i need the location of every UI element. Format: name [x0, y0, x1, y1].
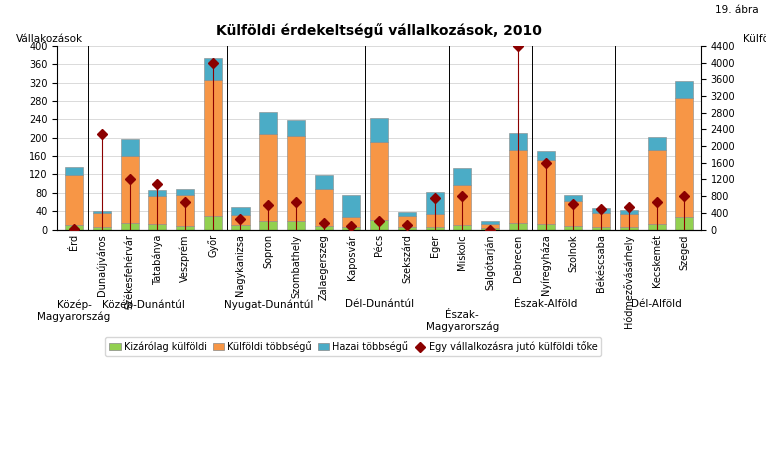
Text: Dél-Dunántúl: Dél-Dunántúl: [345, 299, 414, 309]
Bar: [565, 226, 582, 230]
Bar: [120, 139, 139, 156]
Bar: [676, 217, 693, 230]
Text: 19. ábra: 19. ábra: [715, 5, 758, 15]
Text: Nyugat-Dunántúl: Nyugat-Dunántúl: [224, 299, 313, 310]
Bar: [398, 216, 416, 227]
Text: Észak-
Magyarország: Észak- Magyarország: [426, 310, 499, 332]
Bar: [231, 225, 250, 230]
Bar: [231, 207, 250, 215]
Bar: [647, 224, 666, 230]
Bar: [620, 214, 638, 227]
Bar: [647, 137, 666, 150]
Text: Közép-
Magyarország: Közép- Magyarország: [38, 299, 111, 322]
Bar: [176, 226, 194, 230]
Bar: [370, 220, 388, 230]
Bar: [592, 227, 610, 230]
Bar: [315, 175, 332, 189]
Text: Vállakozások: Vállakozások: [15, 34, 83, 44]
Bar: [592, 208, 610, 213]
Bar: [65, 175, 83, 225]
Bar: [149, 224, 166, 230]
Bar: [315, 189, 332, 226]
Bar: [398, 212, 416, 216]
Bar: [342, 195, 361, 217]
Bar: [370, 118, 388, 142]
Bar: [453, 225, 471, 230]
Bar: [536, 224, 555, 230]
Text: Dél-Alföld: Dél-Alföld: [631, 299, 682, 309]
Title: Külföldi érdekeltségű vállalkozások, 2010: Külföldi érdekeltségű vállalkozások, 201…: [216, 23, 542, 38]
Bar: [453, 185, 471, 225]
Bar: [204, 216, 222, 230]
Bar: [204, 80, 222, 216]
Bar: [592, 213, 610, 227]
Bar: [287, 136, 305, 221]
Bar: [509, 133, 527, 150]
Bar: [426, 192, 444, 214]
Legend: Kizárólag külföldi, Külföldi többségű, Hazai többségű, Egy vállalkozásra jutó kü: Kizárólag külföldi, Külföldi többségű, H…: [106, 337, 601, 356]
Bar: [93, 213, 111, 227]
Bar: [149, 190, 166, 196]
Bar: [398, 227, 416, 230]
Bar: [509, 223, 527, 230]
Bar: [342, 227, 361, 230]
Bar: [93, 227, 111, 230]
Bar: [65, 225, 83, 230]
Bar: [259, 112, 277, 134]
Bar: [481, 224, 499, 228]
Bar: [620, 227, 638, 230]
Bar: [426, 214, 444, 227]
Bar: [259, 221, 277, 230]
Bar: [481, 228, 499, 230]
Bar: [565, 195, 582, 201]
Bar: [204, 58, 222, 80]
Bar: [287, 120, 305, 136]
Bar: [149, 196, 166, 224]
Bar: [287, 221, 305, 230]
Bar: [120, 156, 139, 223]
Text: Közép-Dunántúl: Közép-Dunántúl: [102, 299, 185, 310]
Bar: [620, 210, 638, 214]
Bar: [93, 211, 111, 213]
Bar: [65, 167, 83, 175]
Bar: [315, 226, 332, 230]
Bar: [231, 215, 250, 225]
Bar: [647, 150, 666, 224]
Bar: [426, 227, 444, 230]
Bar: [565, 201, 582, 226]
Text: Észak-Alföld: Észak-Alföld: [514, 299, 578, 309]
Bar: [120, 223, 139, 230]
Bar: [370, 142, 388, 220]
Bar: [176, 195, 194, 226]
Bar: [536, 160, 555, 224]
Bar: [509, 150, 527, 223]
Bar: [676, 81, 693, 98]
Bar: [259, 134, 277, 221]
Bar: [176, 189, 194, 195]
Bar: [481, 221, 499, 224]
Bar: [536, 151, 555, 160]
Bar: [342, 217, 361, 227]
Bar: [676, 98, 693, 217]
Bar: [453, 168, 471, 185]
Text: Külföldi tőke, millió: Külföldi tőke, millió: [743, 34, 766, 44]
